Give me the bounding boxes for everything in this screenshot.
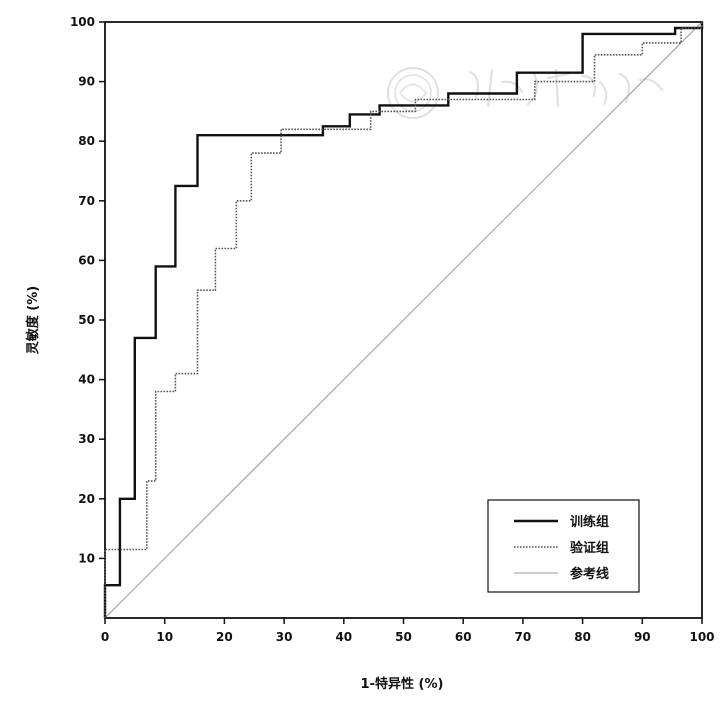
y-tick-label: 30 (78, 432, 95, 446)
x-tick-label: 20 (216, 630, 233, 644)
x-tick-label: 0 (101, 630, 109, 644)
x-axis-ticks: 0 10 20 30 40 50 60 70 80 90 100 (101, 618, 715, 644)
x-tick-label: 60 (455, 630, 472, 644)
y-tick-label: 70 (78, 194, 95, 208)
y-tick-label: 100 (70, 15, 95, 29)
y-tick-label: 10 (78, 551, 95, 565)
x-tick-label: 10 (156, 630, 173, 644)
x-tick-label: 40 (335, 630, 352, 644)
x-axis-title: 1-特异性 (%) (361, 676, 444, 692)
legend-box (487, 499, 640, 593)
x-tick-label: 30 (276, 630, 293, 644)
y-axis-title: 灵敏度 (%) (25, 286, 41, 354)
legend-label-1: 训练组 (570, 514, 609, 530)
series-line-2 (104, 22, 703, 618)
x-tick-label: 50 (395, 630, 412, 644)
legend-label-2: 验证组 (570, 540, 609, 556)
y-tick-label: 90 (78, 75, 95, 89)
x-tick-label: 80 (574, 630, 591, 644)
y-tick-label: 50 (78, 313, 95, 327)
legend-label-3: 参考线 (570, 566, 609, 582)
series-layer (103, 21, 704, 619)
watermark-logo (387, 67, 664, 119)
y-tick-label: 80 (78, 134, 95, 148)
x-tick-label: 70 (515, 630, 532, 644)
x-tick-label: 100 (689, 630, 714, 644)
y-axis-ticks: 10 20 30 40 50 60 70 80 90 100 (70, 15, 105, 565)
series-line-3 (104, 21, 703, 619)
x-tick-label: 90 (634, 630, 651, 644)
series-line-1 (103, 22, 704, 618)
y-tick-label: 20 (78, 492, 95, 506)
y-tick-label: 60 (78, 253, 95, 267)
y-tick-label: 40 (78, 373, 95, 387)
